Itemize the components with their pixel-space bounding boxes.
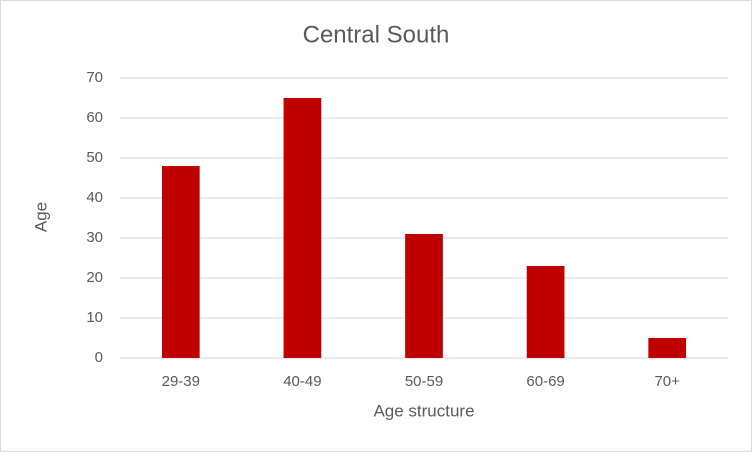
x-tick-label: 60-69	[526, 373, 564, 390]
y-tick-label: 70	[86, 69, 103, 86]
bar	[405, 234, 443, 358]
y-tick-label: 20	[86, 269, 103, 286]
bar	[161, 166, 200, 358]
y-tick-label: 40	[86, 189, 103, 206]
bar	[283, 98, 322, 358]
bar	[648, 338, 687, 358]
x-tick-label: 40-49	[283, 373, 321, 390]
y-tick-label: 10	[86, 309, 103, 326]
chart-title: Central South	[303, 21, 450, 48]
bar	[526, 266, 565, 358]
y-tick-label: 30	[86, 229, 103, 246]
x-tick-label: 50-59	[405, 373, 443, 390]
x-tick-label: 29-39	[162, 373, 200, 390]
y-tick-label: 0	[95, 349, 103, 366]
y-axis-label: Age	[31, 202, 50, 232]
y-tick-label: 60	[86, 109, 103, 126]
x-tick-label: 70+	[654, 373, 680, 390]
y-tick-label: 50	[86, 149, 103, 166]
x-axis-label: Age structure	[373, 401, 474, 420]
